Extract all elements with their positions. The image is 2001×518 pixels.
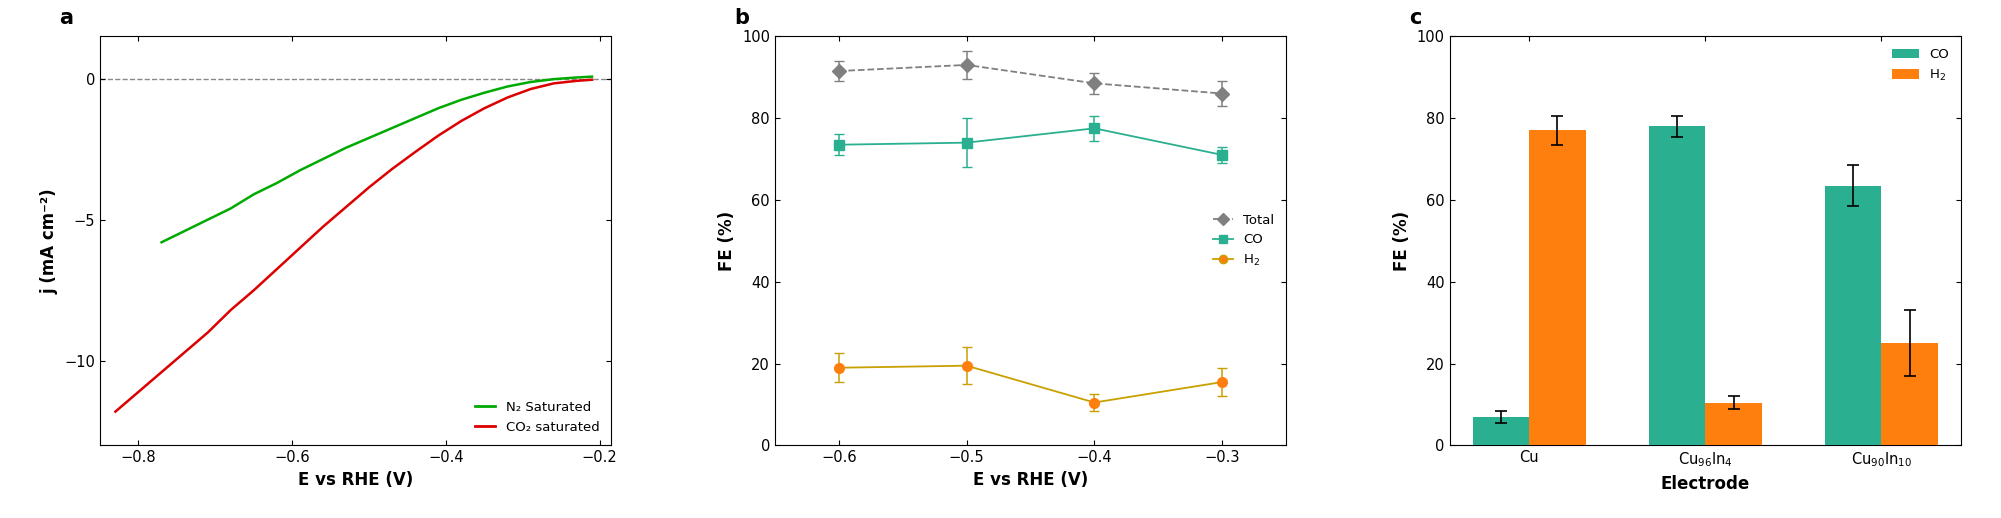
Bar	[1881, 343, 1937, 445]
Text: c: c	[1409, 8, 1421, 28]
Text: b: b	[734, 8, 748, 28]
Y-axis label: FE (%): FE (%)	[718, 211, 736, 271]
Y-axis label: j (mA cm⁻²): j (mA cm⁻²)	[40, 188, 58, 294]
X-axis label: Electrode: Electrode	[1661, 474, 1751, 493]
Legend: Total, CO, H$_2$: Total, CO, H$_2$	[1207, 208, 1279, 274]
Bar	[1649, 126, 1705, 445]
Bar	[1825, 185, 1881, 445]
X-axis label: E vs RHE (V): E vs RHE (V)	[298, 471, 414, 489]
Text: a: a	[60, 8, 74, 28]
Legend: CO, H$_2$: CO, H$_2$	[1887, 43, 1955, 88]
Legend: N₂ Saturated, CO₂ saturated: N₂ Saturated, CO₂ saturated	[470, 396, 604, 439]
Bar	[1473, 417, 1529, 445]
Y-axis label: FE (%): FE (%)	[1393, 211, 1411, 271]
X-axis label: E vs RHE (V): E vs RHE (V)	[972, 471, 1089, 489]
Bar	[1529, 131, 1585, 445]
Bar	[1705, 402, 1761, 445]
